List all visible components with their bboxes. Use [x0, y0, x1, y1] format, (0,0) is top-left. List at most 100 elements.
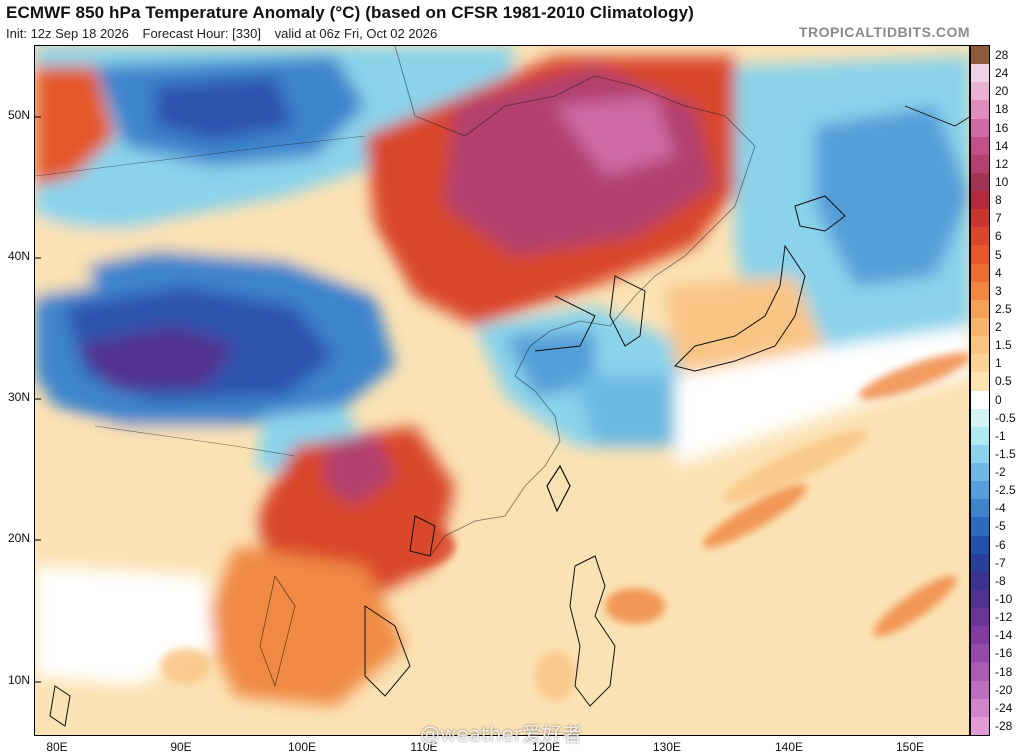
colorbar-label: -2.5 — [995, 483, 1016, 498]
lon-label-90e: 90E — [170, 740, 192, 754]
colorbar-label: -1.5 — [995, 446, 1016, 461]
colorbar-segment — [971, 716, 989, 736]
colorbar-label: 2.5 — [995, 301, 1012, 316]
colorbar-label: -10 — [995, 592, 1013, 606]
forecast-hour: Forecast Hour: [330] — [142, 26, 262, 41]
lat-label-30n: 30N — [7, 390, 30, 404]
colorbar-segment — [971, 426, 989, 446]
colorbar-segment — [971, 680, 989, 700]
colorbar-label: 20 — [995, 84, 1009, 99]
colorbar-segment — [971, 444, 989, 464]
colorbar-label: 8 — [995, 193, 1002, 208]
colorbar-label: 6 — [995, 229, 1002, 244]
map-subtitle: Init: 12z Sep 18 2026 Forecast Hour: [33… — [6, 26, 447, 41]
colorbar-segment — [971, 571, 989, 591]
colorbar-label: 0.5 — [995, 374, 1012, 389]
colorbar-label: 7 — [995, 211, 1002, 226]
lon-label-110e: 110E — [410, 740, 438, 754]
colorbar-segment — [971, 372, 989, 391]
colorbar-label: -20 — [995, 682, 1013, 697]
colorbar-label: 18 — [995, 102, 1009, 117]
colorbar-label: 16 — [995, 120, 1009, 135]
init-time: Init: 12z Sep 18 2026 — [6, 26, 129, 41]
colorbar-label: 3 — [995, 283, 1002, 298]
colorbar-label: -4 — [995, 501, 1006, 516]
colorbar-label: -6 — [995, 537, 1006, 552]
colorbar-segment — [971, 64, 989, 83]
colorbar-label: 24 — [995, 66, 1009, 81]
colorbar-label: -8 — [995, 573, 1006, 588]
colorbar-segment — [971, 608, 989, 627]
map-title: ECMWF 850 hPa Temperature Anomaly (°C) (… — [6, 3, 694, 22]
colorbar-segment — [971, 100, 989, 120]
colorbar-segment — [971, 553, 989, 573]
graticule-ticks — [35, 116, 41, 683]
lat-label-10n: 10N — [7, 673, 30, 687]
colorbar-segment — [971, 535, 989, 555]
colorbar-segment — [971, 336, 989, 355]
colorbar-segment — [971, 626, 989, 645]
colorbar-label: 10 — [995, 174, 1009, 189]
valid-time: valid at 06z Fri, Oct 02 2026 — [274, 26, 438, 41]
colorbar-label: -1 — [995, 428, 1006, 443]
colorbar — [970, 45, 990, 736]
colorbar-label: 4 — [995, 265, 1002, 280]
colorbar-segment — [971, 281, 989, 301]
colorbar-segment — [971, 245, 989, 265]
colorbar-label: 14 — [995, 138, 1009, 153]
colorbar-segment — [971, 136, 989, 156]
colorbar-segment — [971, 227, 989, 246]
colorbar-label: -5 — [995, 519, 1006, 534]
colorbar-segment — [971, 154, 989, 174]
lon-label-100e: 100E — [287, 740, 317, 754]
colorbar-segment — [971, 46, 989, 65]
colorbar-segment — [971, 172, 989, 192]
lat-label-40n: 40N — [7, 249, 30, 263]
colorbar-segment — [971, 191, 989, 210]
colorbar-label: 2 — [995, 320, 1002, 335]
lon-label-140e: 140E — [774, 740, 804, 754]
colorbar-label: -0.5 — [995, 410, 1016, 425]
colorbar-segment — [971, 118, 989, 138]
colorbar-segment — [971, 209, 989, 228]
colorbar-label: -24 — [995, 700, 1013, 715]
colorbar-label: 1 — [995, 356, 1002, 371]
colorbar-segment — [971, 463, 989, 482]
watermark: @weather爱好者 — [420, 722, 582, 746]
colorbar-label: 28 — [995, 48, 1009, 63]
colorbar-segment — [971, 82, 989, 101]
colorbar-segment — [971, 517, 989, 537]
colorbar-label: -7 — [995, 555, 1006, 570]
lat-label-50n: 50N — [7, 108, 30, 122]
colorbar-segment — [971, 390, 989, 410]
colorbar-segment — [971, 317, 989, 337]
colorbar-segment — [971, 263, 989, 283]
lon-label-120e: 120E — [531, 740, 561, 754]
colorbar-label: 0 — [995, 392, 1002, 407]
coastlines — [35, 46, 969, 727]
colorbar-label: 1.5 — [995, 338, 1012, 353]
colorbar-segment — [971, 499, 989, 518]
colorbar-label: -14 — [995, 628, 1013, 643]
colorbar-label: 5 — [995, 247, 1002, 262]
warm-anomaly-kazakhstan — [35, 66, 115, 186]
colorbar-label: -18 — [995, 664, 1013, 679]
lat-label-20n: 20N — [7, 531, 30, 545]
colorbar-label: 12 — [995, 156, 1009, 171]
colorbar-segment — [971, 299, 989, 319]
colorbar-segment — [971, 644, 989, 663]
lon-label-130e: 130E — [652, 740, 682, 754]
lon-label-150e: 150E — [895, 740, 925, 754]
colorbar-segment — [971, 662, 989, 682]
colorbar-label: -16 — [995, 646, 1013, 661]
colorbar-segment — [971, 408, 989, 428]
lon-label-80e: 80E — [46, 740, 68, 754]
colorbar-segment — [971, 698, 989, 718]
anomaly-map — [34, 45, 970, 736]
colorbar-label: -2 — [995, 465, 1006, 480]
colorbar-segment — [971, 354, 989, 373]
colorbar-segment — [971, 589, 989, 609]
colorbar-label: -12 — [995, 610, 1013, 625]
colorbar-label: -28 — [995, 718, 1013, 733]
colorbar-segment — [971, 481, 989, 500]
